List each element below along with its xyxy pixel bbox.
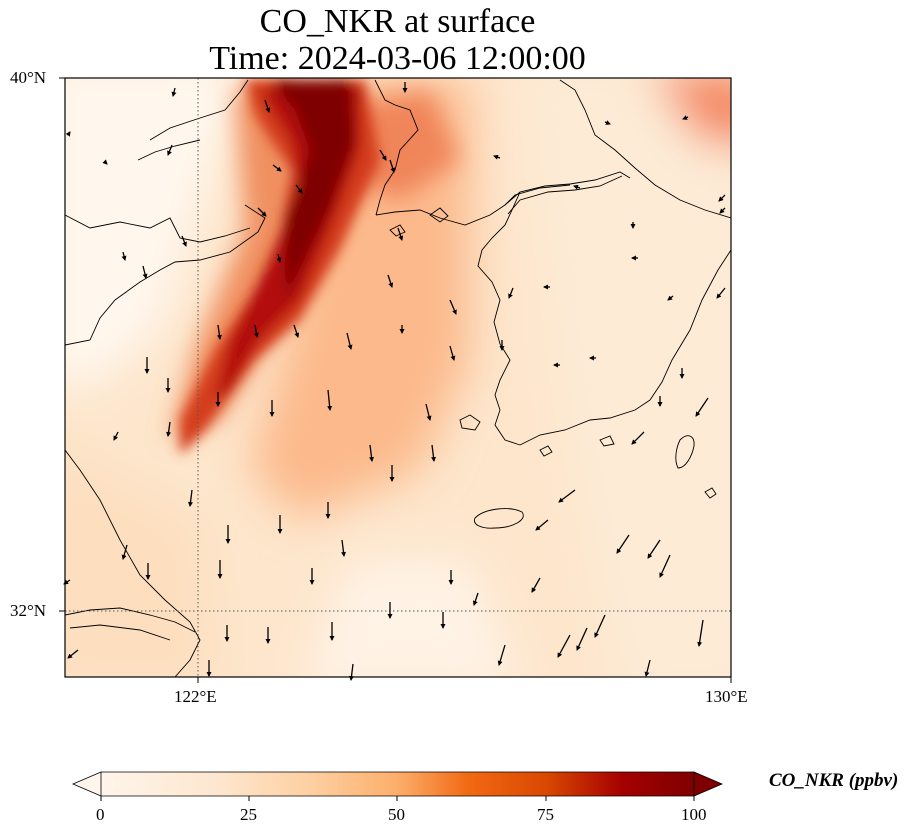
wind-arrow [387,274,394,288]
wind-arrow [181,235,187,247]
wind-arrow [113,431,119,441]
wind-arrow [167,144,173,156]
wind-arrow [508,287,514,299]
wind-arrow [573,184,581,190]
wind-arrow [594,614,606,638]
wind-arrow [397,227,404,241]
wind-arrow [369,444,374,462]
chart-subtitle: Time: 2024-03-06 12:00:00 [209,40,586,77]
wind-arrow [188,489,193,507]
wind-arrow [121,251,127,261]
wind-arrow [272,164,282,172]
wind-arrow [697,619,704,647]
coastlines [65,79,731,677]
wind-arrow [389,159,396,173]
wind-arrow [682,115,689,120]
colorbar-tick-50: 50 [388,805,405,824]
wind-arrow [171,87,177,97]
wind-arrow [719,207,726,214]
wind-arrow [67,649,79,659]
wind-arrow [531,577,541,593]
wind-arrow [295,184,303,194]
wind-arrow [557,634,571,658]
colorbar-label: CO_NKR (ppbv) [769,770,899,791]
wind-arrow [431,444,436,462]
wind-arrow [647,539,661,559]
gridlines [65,78,731,677]
wind-arrow [631,431,645,445]
wind-arrow [341,539,346,557]
wind-arrow [293,324,300,338]
wind-arrow [257,207,267,217]
lat-tick-32: 32°N [10,601,47,620]
wind-arrow [65,131,71,137]
wind-arrow [253,324,259,338]
colorbar-tick-25: 25 [240,805,257,824]
lat-tick-40: 40°N [10,68,47,87]
wind-arrow [142,265,148,279]
wind-arrow [346,332,353,350]
wind-arrow [166,421,172,437]
lon-tick-130: 130°E [705,687,748,706]
wind-arrow [659,554,671,578]
colorbar-tick-0: 0 [96,805,105,824]
wind-arrow [695,397,709,417]
wind-arrow [576,627,588,651]
colorbar [71,771,724,801]
wind-arrow [493,154,501,160]
wind-arrow [644,659,651,677]
wind-arrow [716,287,726,299]
chart-title: CO_NKR at surface [259,3,536,40]
wind-arrow [449,345,456,361]
wind-arrow [604,120,611,125]
wind-arrow [327,389,333,411]
wind-vectors [63,82,726,681]
wind-arrow [264,99,271,113]
wind-arrow [558,489,576,503]
wind-arrow [216,324,222,340]
wind-arrow [718,194,726,202]
wind-arrow [535,519,549,531]
colorbar-tick-75: 75 [537,805,554,824]
wind-arrow [379,149,387,161]
wind-arrow [121,544,128,560]
map-frame [64,77,732,678]
axis-ticks [59,77,732,683]
wind-arrow [497,644,506,666]
concentration-field [65,78,731,677]
wind-arrow [472,592,479,606]
wind-arrow [276,253,282,263]
wind-arrow [616,534,630,554]
colorbar-tick-100: 100 [681,805,707,824]
wind-arrow [667,295,674,301]
wind-arrow [449,299,457,315]
wind-arrow [102,159,108,165]
lon-tick-122: 122°E [174,687,217,706]
wind-arrow [425,403,432,421]
